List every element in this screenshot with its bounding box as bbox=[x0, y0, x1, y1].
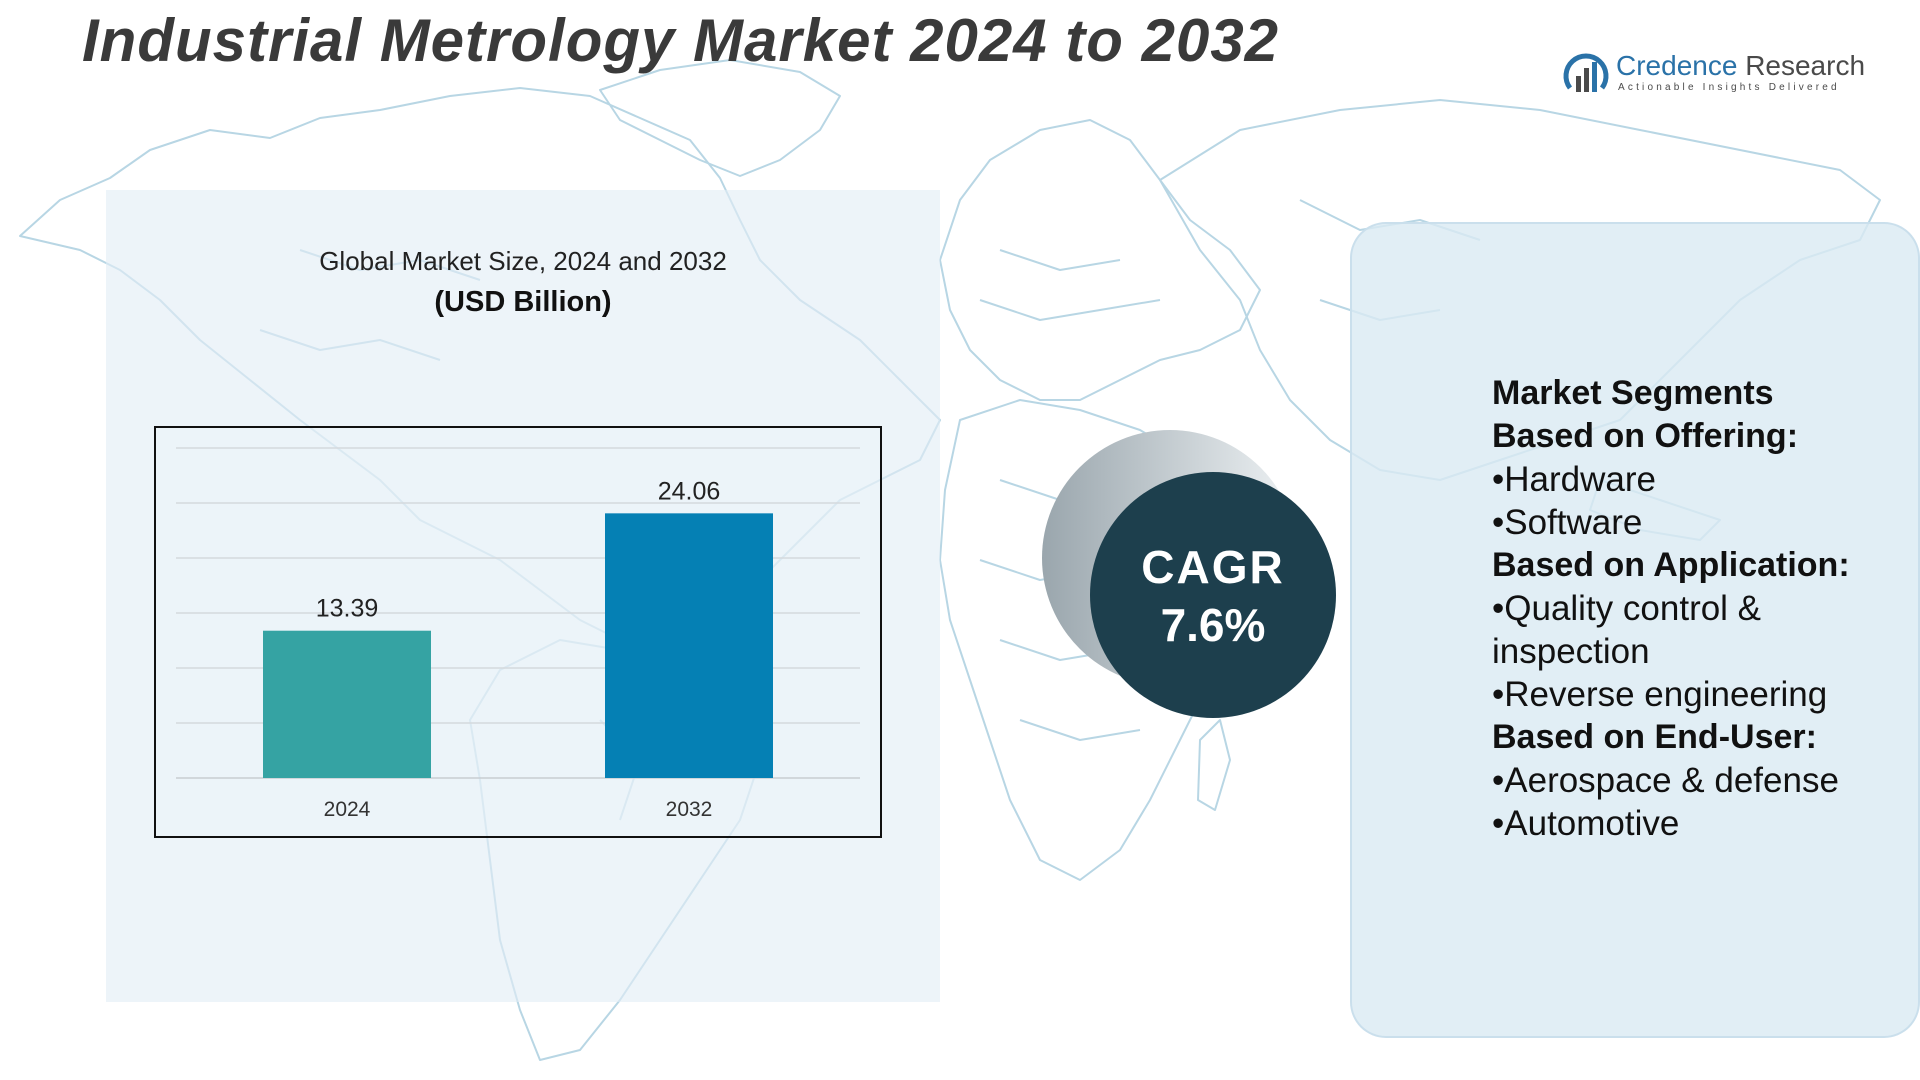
segment-group-heading: Based on Application: bbox=[1492, 546, 1850, 584]
logo-brand-primary: Credence bbox=[1616, 50, 1738, 81]
x-tick-label-2024: 2024 bbox=[324, 798, 371, 821]
chart-frame: 13.39 2024 24.06 2032 bbox=[154, 426, 882, 838]
credence-research-logo: Credence Research Actionable Insights De… bbox=[1562, 48, 1882, 98]
x-tick-label-2032: 2032 bbox=[666, 798, 713, 821]
cagr-value: 7.6% bbox=[1160, 599, 1266, 651]
data-label-2024: 13.39 bbox=[316, 595, 379, 623]
bar-2032 bbox=[605, 513, 773, 778]
logo-brand-secondary: Research bbox=[1745, 50, 1866, 81]
segment-group-heading: Based on End-User: bbox=[1492, 718, 1817, 756]
segment-item: •Automotive bbox=[1492, 804, 1680, 843]
segment-item: •Reverse engineering bbox=[1492, 675, 1828, 714]
logo-tagline: Actionable Insights Delivered bbox=[1618, 82, 1840, 93]
bar-2024 bbox=[263, 630, 431, 778]
data-label-2032: 24.06 bbox=[658, 477, 721, 505]
segment-item: •Software bbox=[1492, 503, 1643, 542]
logo-brand-name: Credence Research bbox=[1616, 50, 1865, 82]
segment-group-heading: Based on Offering: bbox=[1492, 417, 1799, 455]
market-segments-list: Market Segments Based on Offering: •Hard… bbox=[1492, 372, 1912, 845]
segment-item: •Hardware bbox=[1492, 460, 1656, 499]
cagr-badge: CAGR 7.6% bbox=[1090, 472, 1336, 718]
page-title: Industrial Metrology Market 2024 to 2032 bbox=[82, 7, 1280, 74]
cagr-label: CAGR bbox=[1141, 541, 1285, 593]
bar-chart-logo-icon bbox=[1563, 53, 1609, 92]
logo-bar-2 bbox=[1584, 68, 1589, 92]
bar-chart: 13.39 2024 24.06 2032 bbox=[176, 447, 860, 821]
chart-subtitle: (USD Billion) bbox=[434, 286, 612, 318]
market-segments-panel: Market Segments Based on Offering: •Hard… bbox=[1350, 222, 1920, 1038]
europe-outline bbox=[939, 119, 1261, 401]
greenland-outline bbox=[599, 59, 841, 177]
segments-heading: Market Segments bbox=[1492, 374, 1774, 412]
madagascar-outline bbox=[1197, 719, 1231, 811]
segment-item: •Aerospace & defense bbox=[1492, 761, 1839, 800]
segment-item: •Quality control & inspection bbox=[1492, 589, 1762, 671]
chart-title: Global Market Size, 2024 and 2032 bbox=[319, 246, 727, 276]
logo-bar-1 bbox=[1576, 76, 1581, 92]
logo-arc bbox=[1563, 53, 1609, 90]
chart-panel: Global Market Size, 2024 and 2032 (USD B… bbox=[106, 190, 940, 1002]
logo-bar-3 bbox=[1592, 62, 1597, 92]
